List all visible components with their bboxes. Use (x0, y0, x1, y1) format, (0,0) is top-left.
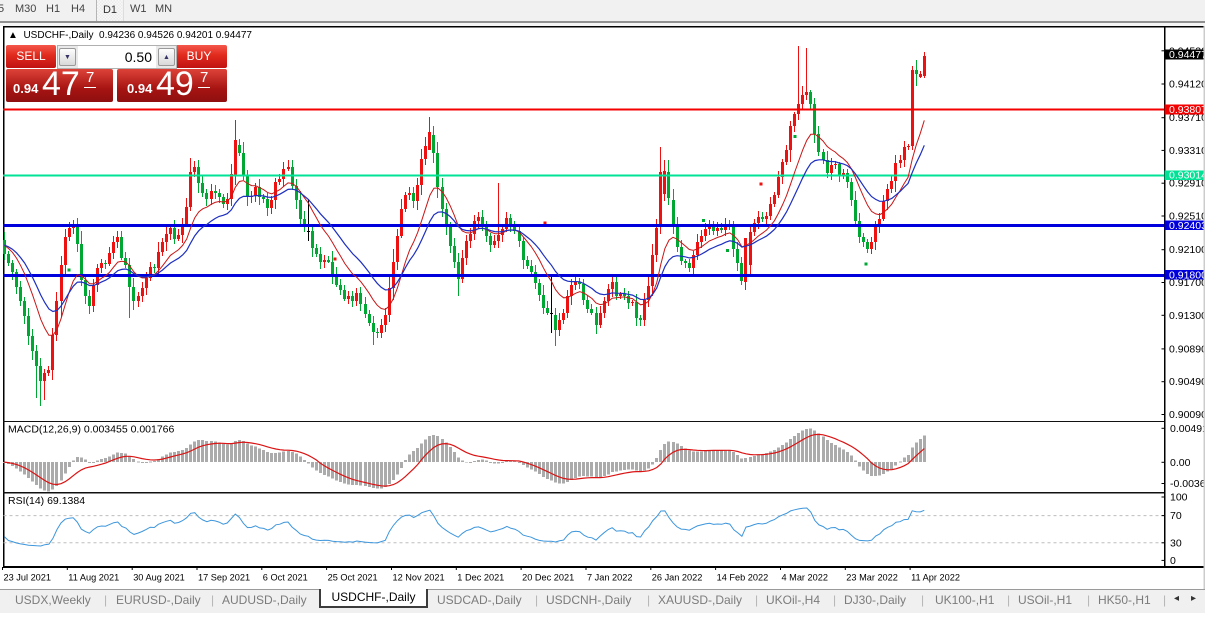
svg-text:6 Oct 2021: 6 Oct 2021 (263, 573, 308, 583)
svg-text:23 Mar 2022: 23 Mar 2022 (846, 573, 898, 583)
svg-text:0.94477: 0.94477 (1169, 49, 1205, 61)
svg-text:11 Aug 2021: 11 Aug 2021 (68, 573, 119, 583)
svg-text:100: 100 (1170, 492, 1188, 504)
svg-text:1 Dec 2021: 1 Dec 2021 (457, 573, 504, 583)
svg-text:0.90890: 0.90890 (1169, 343, 1205, 355)
svg-text:14 Feb 2022: 14 Feb 2022 (717, 573, 769, 583)
svg-text:30: 30 (1170, 537, 1182, 549)
svg-text:RSI(14) 69.1384: RSI(14) 69.1384 (8, 495, 85, 507)
svg-text:0.92403: 0.92403 (1169, 220, 1205, 232)
svg-text:25 Oct 2021: 25 Oct 2021 (328, 573, 378, 583)
svg-text:4 Mar 2022: 4 Mar 2022 (782, 573, 828, 583)
svg-text:0.004913: 0.004913 (1170, 423, 1205, 435)
svg-text:11 Apr 2022: 11 Apr 2022 (911, 573, 960, 583)
svg-text:17 Sep 2021: 17 Sep 2021 (198, 573, 250, 583)
svg-text:7 Jan 2022: 7 Jan 2022 (587, 573, 632, 583)
svg-text:30 Aug 2021: 30 Aug 2021 (133, 573, 185, 583)
svg-text:0.93014: 0.93014 (1169, 170, 1205, 182)
svg-text:70: 70 (1170, 510, 1182, 522)
svg-text:MACD(12,26,9) 0.003455 0.00176: MACD(12,26,9) 0.003455 0.001766 (8, 424, 175, 436)
svg-text:0.93310: 0.93310 (1169, 145, 1205, 157)
svg-text:0: 0 (1170, 555, 1176, 567)
svg-text:▲ USDCHF-,Daily 0.94236 0.94: ▲ USDCHF-,Daily 0.94236 0.94526 0.94201 … (8, 30, 252, 41)
svg-text:26 Jan 2022: 26 Jan 2022 (652, 573, 703, 583)
svg-text:0.93807: 0.93807 (1169, 104, 1205, 116)
svg-text:0.92100: 0.92100 (1169, 244, 1205, 256)
svg-text:0.00: 0.00 (1170, 457, 1191, 469)
svg-text:0.91800: 0.91800 (1169, 269, 1205, 281)
svg-text:12 Nov 2021: 12 Nov 2021 (393, 573, 445, 583)
svg-text:0.91300: 0.91300 (1169, 310, 1205, 322)
svg-text:23 Jul 2021: 23 Jul 2021 (4, 573, 52, 583)
svg-text:0.94120: 0.94120 (1169, 79, 1205, 91)
svg-text:20 Dec 2021: 20 Dec 2021 (522, 573, 574, 583)
svg-text:0.90090: 0.90090 (1169, 409, 1205, 421)
svg-text:0.90490: 0.90490 (1169, 376, 1205, 388)
